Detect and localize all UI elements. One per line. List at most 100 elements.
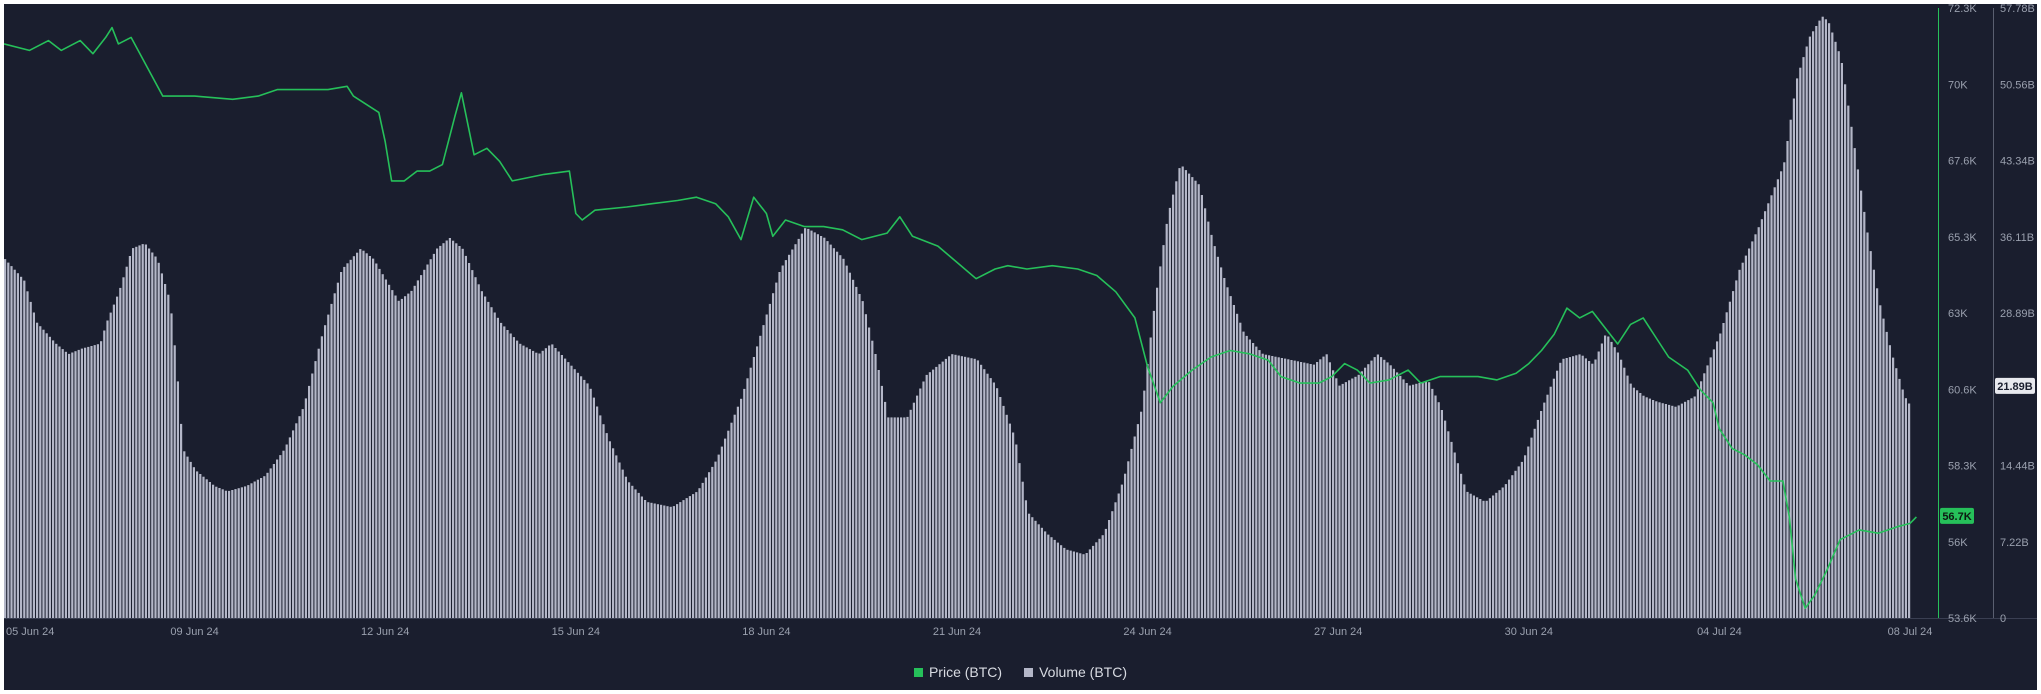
volume-bar <box>1351 378 1354 618</box>
volume-bar <box>474 277 477 618</box>
x-tick-label: 05 Jun 24 <box>6 626 54 638</box>
volume-bar <box>288 437 291 618</box>
volume-bar <box>362 250 365 618</box>
volume-bar <box>1597 351 1600 618</box>
price-tick-label: 63K <box>1948 308 1968 320</box>
volume-bar <box>55 343 58 618</box>
volume-bar <box>368 256 371 618</box>
volume-bar <box>1152 310 1155 618</box>
volume-bar <box>618 462 621 618</box>
volume-bar <box>314 361 317 618</box>
volume-bar <box>426 264 429 618</box>
x-tick-label: 18 Jun 24 <box>742 626 790 638</box>
legend-item-volume[interactable]: Volume (BTC) <box>1024 662 1127 682</box>
volume-bar <box>1117 493 1120 618</box>
volume-bar <box>212 484 215 618</box>
volume-bar <box>1120 484 1123 618</box>
volume-bar <box>1479 499 1482 618</box>
volume-bar <box>973 358 976 618</box>
volume-bar <box>519 343 522 618</box>
volume-bar <box>416 280 419 618</box>
volume-bar <box>1104 528 1107 618</box>
volume-bar <box>1677 405 1680 618</box>
volume-bar <box>880 385 883 618</box>
volume-bar <box>439 245 442 618</box>
volume-bar <box>1693 396 1696 618</box>
volume-bar <box>1703 373 1706 618</box>
volume-bar <box>688 496 691 618</box>
volume-bar <box>42 329 45 618</box>
volume-bar <box>909 409 912 618</box>
volume-bar <box>1002 405 1005 618</box>
volume-bar <box>663 505 666 618</box>
volume-bar <box>263 476 266 618</box>
volume-bar <box>576 372 579 618</box>
volume-bar <box>506 330 509 618</box>
volume-bar <box>340 272 343 618</box>
volume-bar <box>234 489 237 618</box>
volume-bar <box>1168 207 1171 618</box>
volume-bar <box>1767 203 1770 619</box>
legend-item-price[interactable]: Price (BTC) <box>913 662 1002 682</box>
volume-bar <box>1700 381 1703 618</box>
volume-bar <box>1508 479 1511 618</box>
volume-bar <box>349 259 352 618</box>
volume-bar <box>292 430 295 618</box>
volume-bar <box>660 504 663 618</box>
volume-bar <box>708 472 711 618</box>
volume-bar <box>1050 537 1053 618</box>
volume-bar <box>1092 545 1095 618</box>
volume-bar <box>1223 278 1226 618</box>
volume-bar <box>1357 374 1360 618</box>
volume-bar <box>1472 495 1475 618</box>
volume-bar <box>1485 500 1488 618</box>
volume-bar <box>1300 362 1303 618</box>
volume-bar <box>1184 170 1187 618</box>
volume-bar <box>631 485 634 618</box>
volume-bar <box>1594 359 1597 618</box>
volume-bar <box>1712 349 1715 618</box>
volume-bar <box>138 245 141 618</box>
volume-bar <box>1274 356 1277 618</box>
volume-bar <box>327 314 330 618</box>
volume-bar <box>1290 360 1293 618</box>
volume-bar <box>820 236 823 618</box>
volume-bar <box>535 352 538 618</box>
volume-bar <box>756 346 759 618</box>
current-price-label: 56.7K <box>1942 511 1971 523</box>
volume-bar <box>573 369 576 618</box>
volume-bar <box>551 344 554 618</box>
volume-bar <box>970 358 973 618</box>
volume-bar <box>1792 98 1795 618</box>
volume-bar <box>679 502 682 618</box>
volume-bar <box>589 388 592 618</box>
volume-bar <box>45 333 48 618</box>
volume-bar <box>1668 404 1671 618</box>
volume-bar <box>1575 355 1578 618</box>
volume-bar <box>1741 262 1744 618</box>
volume-bar <box>1604 335 1607 618</box>
volume-bar <box>743 388 746 618</box>
volume-bar <box>740 398 743 618</box>
volume-bar <box>916 395 919 618</box>
volume-bar <box>468 263 471 618</box>
volume-bar <box>1776 179 1779 619</box>
volume-bar <box>452 240 455 618</box>
volume-bar <box>1255 346 1258 618</box>
volume-bar <box>202 476 205 618</box>
volume-bar <box>493 312 496 618</box>
volume-bar <box>487 301 490 618</box>
volume-bar <box>900 417 903 618</box>
volume-bar <box>1453 452 1456 618</box>
volume-bar <box>311 373 314 618</box>
volume-bar <box>1232 305 1235 618</box>
volume-bar <box>1108 520 1111 618</box>
volume-bar <box>884 401 887 618</box>
volume-bar <box>1197 184 1200 618</box>
volume-bar <box>151 252 154 618</box>
volume-bar <box>237 488 240 618</box>
volume-bar <box>749 367 752 618</box>
volume-bar <box>93 345 96 618</box>
volume-bar <box>1434 395 1437 618</box>
volume-bar <box>672 506 675 618</box>
